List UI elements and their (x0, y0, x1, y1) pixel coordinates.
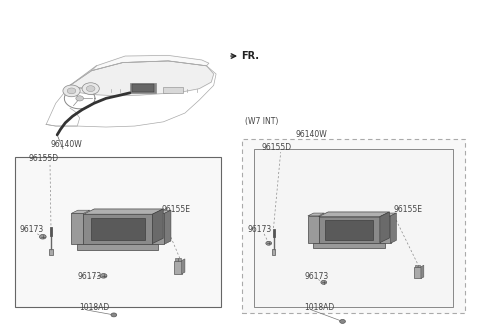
Text: 96155E: 96155E (393, 205, 422, 214)
Circle shape (82, 83, 99, 95)
Text: 96173: 96173 (305, 272, 329, 281)
Bar (325, 220, 373, 240)
Polygon shape (380, 212, 389, 243)
Polygon shape (153, 210, 171, 213)
Bar (415, 265, 417, 267)
Bar (319, 217, 380, 243)
Circle shape (63, 85, 80, 97)
Polygon shape (84, 209, 163, 214)
Text: 96140W: 96140W (295, 130, 327, 139)
Polygon shape (421, 265, 424, 279)
Bar (91, 218, 144, 240)
Text: 1018AD: 1018AD (80, 303, 110, 312)
Text: FR.: FR. (241, 51, 259, 61)
Bar (163, 87, 182, 93)
Polygon shape (165, 210, 171, 244)
Bar (174, 261, 181, 274)
Bar (77, 244, 158, 250)
Polygon shape (70, 61, 214, 96)
Bar (254, 149, 453, 307)
Bar (242, 139, 465, 313)
Circle shape (67, 88, 76, 94)
Polygon shape (308, 213, 324, 216)
Polygon shape (319, 212, 389, 217)
Text: 1018AD: 1018AD (305, 303, 335, 312)
Bar (418, 265, 420, 267)
Circle shape (340, 319, 346, 323)
Bar (414, 267, 421, 279)
Polygon shape (72, 210, 90, 213)
Bar (153, 213, 165, 244)
Circle shape (111, 313, 117, 317)
Text: 96155D: 96155D (28, 154, 59, 163)
Text: 96155E: 96155E (161, 205, 190, 214)
Text: (W7 INT): (W7 INT) (245, 117, 278, 126)
Circle shape (321, 280, 326, 284)
Bar (313, 243, 385, 249)
Polygon shape (380, 213, 396, 216)
Polygon shape (391, 213, 396, 243)
Bar (380, 216, 391, 243)
Text: 96140W: 96140W (51, 140, 83, 149)
Circle shape (76, 96, 84, 101)
Bar (84, 214, 153, 244)
Circle shape (39, 234, 46, 239)
Circle shape (100, 274, 107, 278)
Bar (49, 249, 53, 255)
Bar (132, 84, 155, 92)
Polygon shape (92, 55, 209, 71)
Bar (178, 258, 181, 261)
Text: 96155D: 96155D (262, 143, 292, 152)
Bar (130, 83, 156, 93)
Polygon shape (153, 209, 163, 244)
Circle shape (86, 86, 95, 92)
Bar (15, 157, 221, 307)
Bar (72, 213, 84, 244)
Text: 96173: 96173 (20, 225, 44, 233)
Bar (272, 249, 276, 255)
Bar (308, 216, 319, 243)
Circle shape (266, 241, 272, 245)
Text: 96173: 96173 (77, 272, 102, 281)
Bar (175, 258, 178, 261)
Text: 96173: 96173 (247, 225, 271, 233)
Polygon shape (181, 259, 185, 274)
